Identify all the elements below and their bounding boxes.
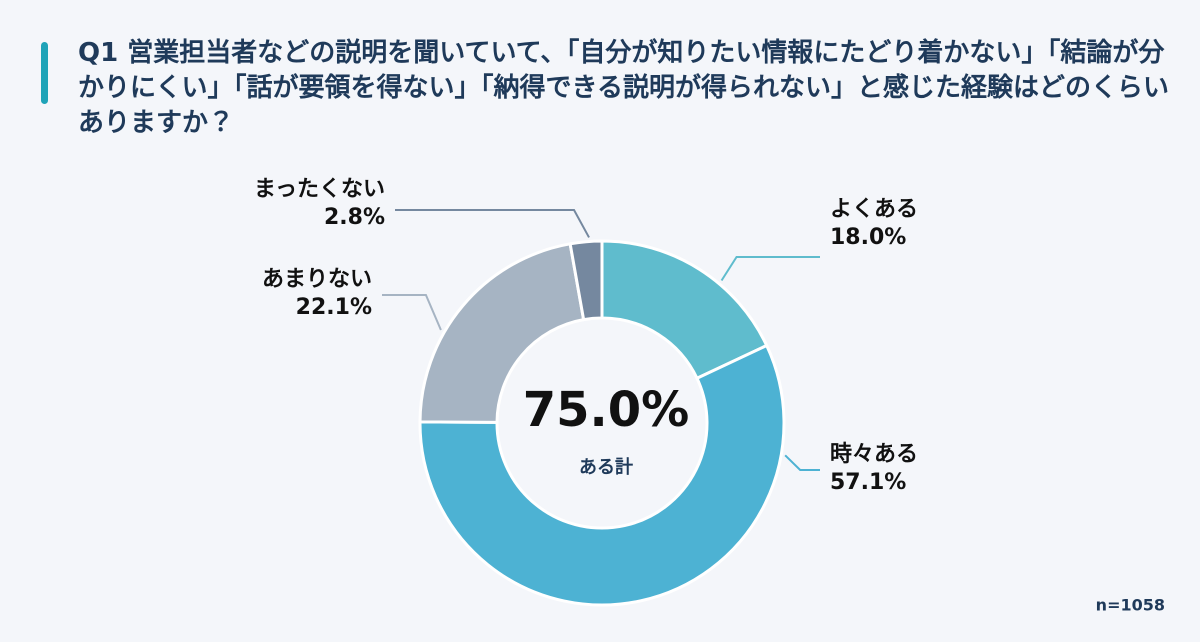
slice-value: 22.1% [296, 295, 372, 320]
sample-note: n=1058 [1096, 596, 1165, 615]
leader-line [784, 454, 820, 471]
leader-line [720, 256, 820, 282]
donut-slice [418, 242, 586, 424]
slice-label: あまりない [262, 267, 372, 292]
leader-line [395, 209, 590, 238]
total-value: 75.0% [523, 382, 690, 438]
slice-label: まったくない [254, 177, 385, 202]
slice-value: 18.0% [830, 225, 906, 250]
slice-label: よくある [830, 197, 918, 222]
donut-slice [418, 343, 786, 607]
leader-line [382, 294, 442, 331]
donut-slice [600, 239, 769, 381]
slice-value: 57.1% [830, 470, 906, 495]
total-caption: ある計 [579, 456, 633, 478]
slice-label: 時々ある [830, 442, 918, 467]
donut-slice [568, 239, 604, 322]
title-accent [41, 42, 48, 104]
chart-title: Q1 営業担当者などの説明を聞いていて、「自分が知りたい情報にたどり着かない」「… [78, 38, 1169, 138]
slice-value: 2.8% [324, 205, 385, 230]
